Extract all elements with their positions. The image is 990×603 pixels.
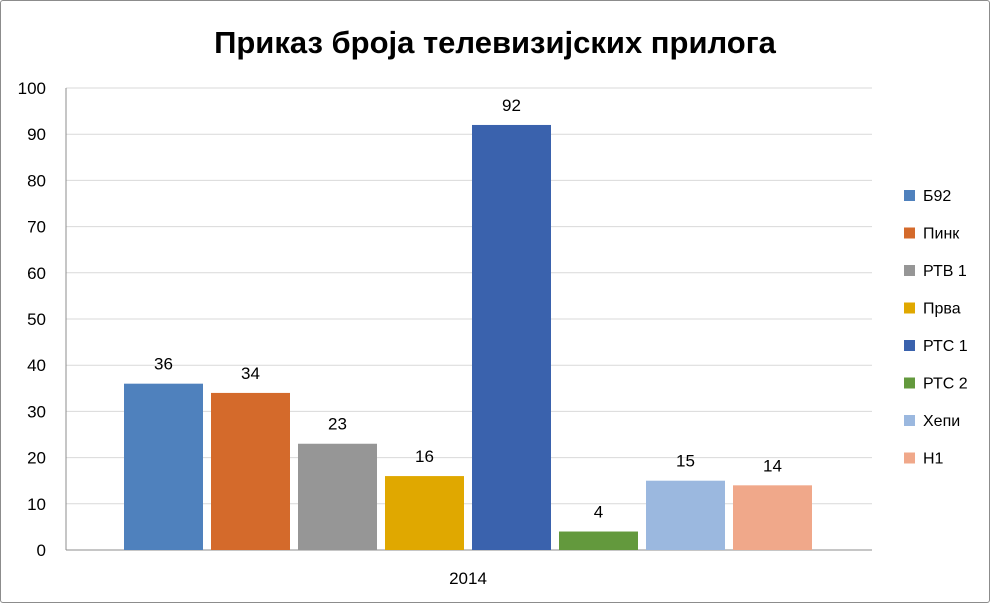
legend-swatch	[904, 340, 915, 351]
legend-swatch	[904, 452, 915, 464]
y-tick-label: 40	[27, 356, 46, 375]
legend-swatch	[904, 227, 915, 239]
data-label: 34	[241, 364, 260, 383]
legend-label: РТС 2	[923, 376, 968, 393]
y-tick-label: 80	[27, 171, 46, 190]
y-tick-label: 100	[18, 79, 46, 98]
bar	[559, 531, 638, 550]
bar	[733, 485, 812, 550]
data-label: 23	[328, 415, 347, 434]
legend-label: Прва	[923, 301, 961, 318]
data-label: 15	[676, 452, 695, 471]
legend-label: РТВ 1	[923, 263, 967, 280]
legend-label: РТС 1	[923, 338, 968, 355]
legend-label: Н1	[923, 451, 944, 468]
bar	[472, 124, 551, 551]
legend-swatch	[904, 302, 915, 314]
y-tick-label: 50	[27, 310, 46, 329]
x-tick-label: 2014	[449, 569, 487, 588]
bar	[646, 480, 725, 550]
chart-title: Приказ броја телевизијских прилога	[214, 25, 777, 60]
y-tick-label: 70	[27, 218, 46, 237]
bar	[385, 476, 464, 550]
y-tick-label: 30	[27, 402, 46, 421]
legend-label: Пинк	[923, 226, 960, 243]
y-tick-label: 60	[27, 264, 46, 283]
data-label: 92	[502, 96, 521, 115]
legend-label: Б92	[923, 188, 951, 205]
bar	[211, 392, 290, 550]
data-label: 4	[594, 503, 603, 522]
y-tick-label: 20	[27, 449, 46, 468]
y-tick-label: 10	[27, 495, 46, 514]
legend-swatch	[904, 377, 915, 389]
y-tick-label: 0	[37, 541, 46, 560]
legend-label: Хепи	[923, 413, 960, 430]
bar	[124, 383, 203, 550]
bar	[298, 443, 377, 550]
data-label: 16	[415, 447, 434, 466]
data-label: 14	[763, 456, 782, 475]
legend-swatch	[904, 265, 915, 276]
y-tick-label: 90	[27, 125, 46, 144]
legend-swatch	[904, 190, 915, 201]
legend-swatch	[904, 415, 915, 426]
data-label: 36	[154, 355, 173, 374]
